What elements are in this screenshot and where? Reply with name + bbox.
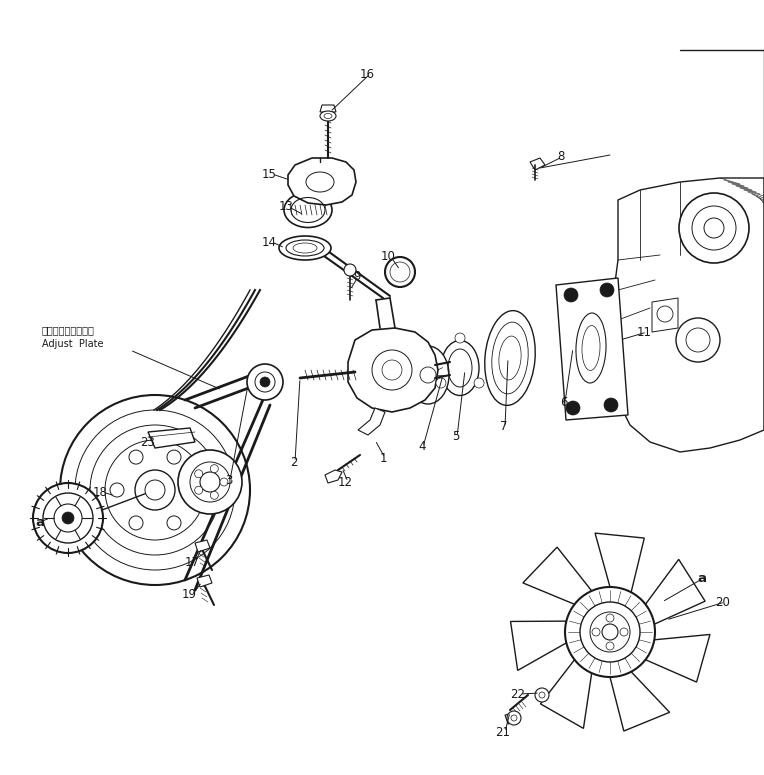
Circle shape — [602, 624, 618, 640]
Text: a: a — [697, 573, 706, 585]
Text: 13: 13 — [279, 201, 294, 213]
Text: アジャストプレート: アジャストプレート — [42, 325, 95, 335]
Circle shape — [247, 364, 283, 400]
Circle shape — [178, 450, 242, 514]
Circle shape — [129, 516, 143, 530]
Circle shape — [566, 401, 580, 415]
Text: 18: 18 — [93, 485, 108, 498]
Circle shape — [420, 367, 436, 383]
Polygon shape — [556, 278, 628, 420]
Text: 21: 21 — [495, 725, 510, 739]
Circle shape — [186, 483, 200, 497]
Circle shape — [110, 483, 124, 497]
Ellipse shape — [407, 346, 449, 404]
Circle shape — [564, 288, 578, 302]
Polygon shape — [325, 470, 342, 483]
Polygon shape — [195, 540, 210, 552]
Text: 20: 20 — [715, 595, 730, 608]
Text: 11: 11 — [637, 326, 652, 339]
Circle shape — [604, 398, 618, 412]
Polygon shape — [646, 560, 705, 624]
Ellipse shape — [284, 192, 332, 228]
Polygon shape — [646, 635, 710, 682]
Text: Adjust  Plate: Adjust Plate — [42, 339, 103, 349]
Text: 5: 5 — [452, 430, 459, 443]
Circle shape — [135, 470, 175, 510]
Circle shape — [344, 264, 356, 276]
Polygon shape — [652, 298, 678, 332]
Text: 1: 1 — [380, 452, 387, 464]
Text: 7: 7 — [500, 421, 507, 433]
Text: 23: 23 — [140, 436, 155, 449]
Circle shape — [200, 472, 220, 492]
Text: 22: 22 — [510, 687, 525, 701]
Ellipse shape — [390, 262, 410, 282]
Ellipse shape — [320, 111, 336, 121]
Text: 17: 17 — [185, 556, 200, 569]
Text: a: a — [35, 515, 44, 529]
Circle shape — [260, 377, 270, 387]
Text: 10: 10 — [381, 250, 396, 264]
Polygon shape — [595, 533, 644, 592]
Circle shape — [592, 628, 600, 636]
Circle shape — [210, 465, 219, 473]
Circle shape — [210, 491, 219, 499]
Circle shape — [606, 614, 614, 622]
Circle shape — [62, 512, 74, 524]
Circle shape — [474, 378, 484, 388]
Polygon shape — [523, 547, 591, 604]
Circle shape — [220, 478, 228, 486]
Polygon shape — [540, 660, 591, 728]
Polygon shape — [197, 575, 212, 587]
Polygon shape — [612, 178, 764, 452]
Circle shape — [580, 602, 640, 662]
Text: 16: 16 — [360, 67, 375, 81]
Circle shape — [167, 450, 181, 464]
Circle shape — [195, 470, 202, 477]
Ellipse shape — [385, 257, 415, 287]
Polygon shape — [320, 105, 336, 112]
Text: 2: 2 — [290, 456, 297, 469]
Circle shape — [565, 587, 655, 677]
Polygon shape — [510, 621, 566, 670]
Circle shape — [60, 395, 250, 585]
Text: 15: 15 — [262, 167, 277, 181]
Ellipse shape — [279, 236, 331, 260]
Circle shape — [606, 642, 614, 650]
Circle shape — [676, 318, 720, 362]
Ellipse shape — [441, 340, 479, 395]
Polygon shape — [348, 328, 438, 412]
Text: 6: 6 — [560, 395, 568, 408]
Circle shape — [679, 193, 749, 263]
Circle shape — [507, 711, 521, 725]
Circle shape — [195, 486, 202, 494]
Polygon shape — [148, 428, 195, 448]
Circle shape — [620, 628, 628, 636]
Text: 14: 14 — [262, 236, 277, 249]
Circle shape — [535, 688, 549, 702]
Circle shape — [600, 283, 614, 297]
Polygon shape — [358, 408, 385, 435]
Circle shape — [129, 450, 143, 464]
Circle shape — [436, 378, 446, 388]
Text: 3: 3 — [225, 474, 232, 487]
Text: 9: 9 — [353, 270, 361, 284]
Ellipse shape — [484, 311, 536, 405]
Polygon shape — [610, 672, 669, 731]
Circle shape — [167, 516, 181, 530]
Polygon shape — [288, 158, 356, 205]
Ellipse shape — [576, 313, 606, 383]
Text: 4: 4 — [418, 440, 426, 453]
Polygon shape — [505, 712, 520, 724]
Circle shape — [54, 504, 82, 532]
Text: 12: 12 — [338, 476, 353, 488]
Text: 8: 8 — [557, 150, 565, 164]
Circle shape — [33, 483, 103, 553]
Circle shape — [145, 480, 165, 500]
Text: 19: 19 — [182, 588, 197, 601]
Circle shape — [455, 333, 465, 343]
Polygon shape — [530, 158, 545, 170]
